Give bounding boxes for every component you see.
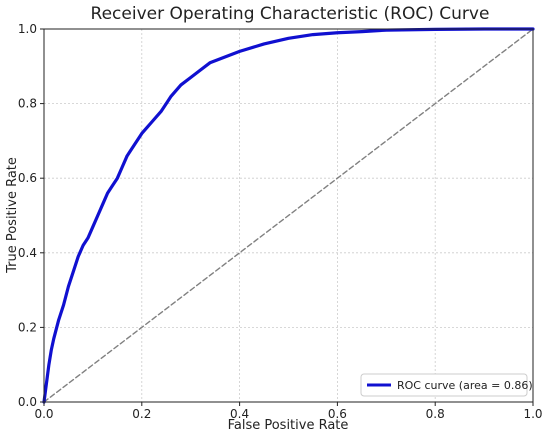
y-tick-label: 1.0 — [18, 22, 37, 36]
y-tick-label: 0.8 — [18, 97, 37, 111]
roc-curve-line — [42, 27, 535, 404]
legend-label: ROC curve (area = 0.86) — [397, 379, 533, 392]
legend-box — [360, 373, 528, 397]
x-tick-label: 0.6 — [328, 407, 347, 421]
x-tick-label: 0.0 — [34, 407, 53, 421]
x-tick-label: 1.0 — [523, 407, 542, 421]
y-tick-label: 0.0 — [18, 395, 37, 409]
y-tick-label: 0.6 — [18, 171, 37, 185]
x-tick-label: 0.4 — [230, 407, 249, 421]
x-tick-label: 0.8 — [426, 407, 445, 421]
y-tick-label: 0.2 — [18, 320, 37, 334]
ticks: 0.0 0.2 0.4 0.6 0.8 1.0 0.0 0.2 0.4 0.6 0.8 1.0 — [18, 22, 543, 421]
x-tick-label: 0.2 — [132, 407, 151, 421]
x-axis-label: False Positive Rate — [228, 418, 349, 433]
y-tick-label: 0.4 — [18, 246, 37, 260]
legend: ROC curve (area = 0.86) — [360, 373, 533, 397]
chance-line — [43, 28, 534, 403]
series-layer — [42, 27, 535, 404]
plot-frame — [43, 28, 534, 403]
y-axis-label: True Positive Rate — [5, 157, 20, 274]
chart-title: Receiver Operating Characteristic (ROC) … — [91, 4, 490, 24]
